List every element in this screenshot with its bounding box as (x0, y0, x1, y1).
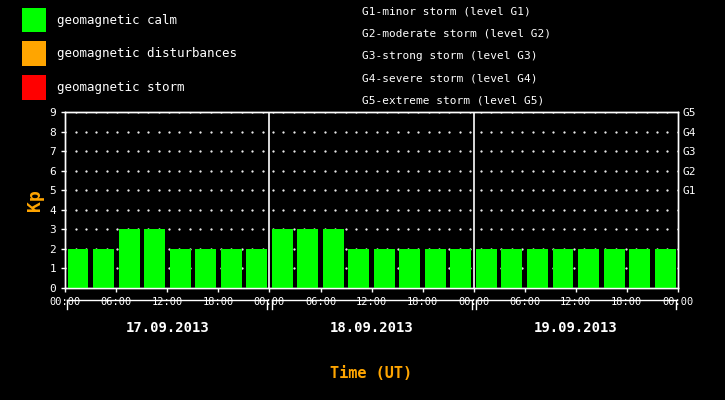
Bar (604, 249, 624, 288)
FancyBboxPatch shape (22, 75, 46, 100)
Text: 17.09.2013: 17.09.2013 (125, 322, 210, 335)
Bar (67, 249, 88, 288)
FancyBboxPatch shape (22, 42, 46, 66)
Bar (297, 229, 318, 288)
Text: G4-severe storm (level G4): G4-severe storm (level G4) (362, 73, 538, 83)
Y-axis label: Kp: Kp (26, 189, 44, 211)
Bar (527, 249, 548, 288)
Bar (170, 249, 191, 288)
Bar (578, 249, 599, 288)
Bar (195, 249, 216, 288)
Bar (476, 249, 497, 288)
Text: geomagnetic storm: geomagnetic storm (57, 81, 184, 94)
Text: geomagnetic calm: geomagnetic calm (57, 14, 177, 27)
Bar (374, 249, 395, 288)
Text: G3-strong storm (level G3): G3-strong storm (level G3) (362, 51, 538, 61)
Bar (629, 249, 650, 288)
Text: G2-moderate storm (level G2): G2-moderate storm (level G2) (362, 29, 552, 39)
Bar (247, 249, 267, 288)
Bar (552, 249, 573, 288)
Text: geomagnetic disturbances: geomagnetic disturbances (57, 47, 236, 60)
Text: Time (UT): Time (UT) (331, 366, 413, 382)
Text: G5-extreme storm (level G5): G5-extreme storm (level G5) (362, 96, 544, 106)
Bar (502, 249, 523, 288)
Bar (399, 249, 420, 288)
Text: G1-minor storm (level G1): G1-minor storm (level G1) (362, 6, 531, 16)
Bar (93, 249, 114, 288)
FancyBboxPatch shape (22, 8, 46, 32)
Bar (655, 249, 676, 288)
Bar (323, 229, 344, 288)
Text: 19.09.2013: 19.09.2013 (534, 322, 618, 335)
Bar (348, 249, 369, 288)
Bar (119, 229, 139, 288)
Text: 18.09.2013: 18.09.2013 (330, 322, 413, 335)
Bar (425, 249, 446, 288)
Bar (450, 249, 471, 288)
Bar (144, 229, 165, 288)
Bar (272, 229, 293, 288)
Bar (220, 249, 241, 288)
